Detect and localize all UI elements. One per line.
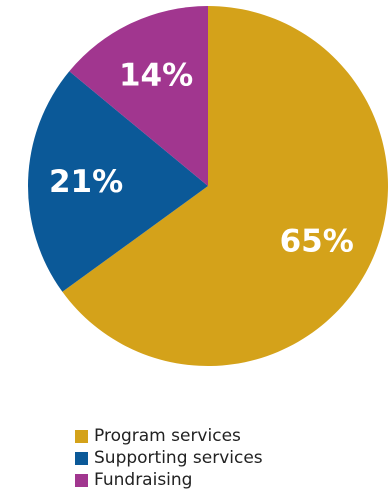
legend-item-supporting-services: Supporting services [75,447,263,469]
legend-item-program-services: Program services [75,425,263,447]
legend-swatch-fundraising [75,473,88,487]
pie-label-program-services: 65% [280,223,354,259]
legend-swatch-supporting-services [75,451,88,465]
pie-slice-supporting-services [28,71,209,292]
pie-chart: 65% 21% 14% [28,5,388,366]
legend-label-program-services: Program services [94,426,241,446]
pie-label-supporting-services: 21% [49,164,123,200]
legend-label-fundraising: Fundraising [94,470,193,490]
legend-swatch-program-services [75,429,88,443]
legend-item-fundraising: Fundraising [75,469,263,491]
pie-slice-program-services [62,6,388,366]
legend: Program services Supporting services Fun… [75,425,263,491]
legend-label-supporting-services: Supporting services [94,448,263,468]
pie-label-fundraising: 14% [119,58,193,94]
pie-slice-fundraising [69,5,208,186]
